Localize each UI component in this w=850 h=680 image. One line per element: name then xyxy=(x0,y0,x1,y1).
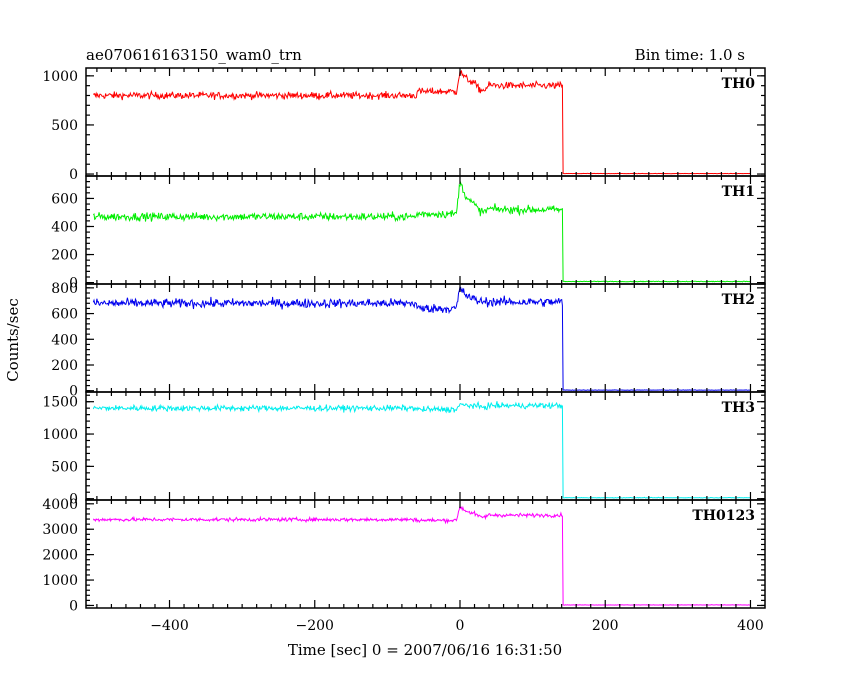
panel-label-th2: TH2 xyxy=(722,292,755,308)
y-tick-label: 500 xyxy=(51,118,78,134)
panel-frame xyxy=(85,499,766,609)
panel-th0123: 0 1000 2000 3000 4000 TH0123 xyxy=(42,497,766,614)
series-line-th0123 xyxy=(92,504,751,606)
panel-frame xyxy=(85,175,766,285)
panel-th1: 0 200 400 600 TH1 xyxy=(51,175,766,292)
y-tick-label: 0 xyxy=(69,492,78,508)
x-tick-label: −400 xyxy=(150,618,188,634)
series-line-th3 xyxy=(92,400,751,499)
y-tick-label: 1000 xyxy=(42,573,78,589)
bin-time-label: Bin time: 1.0 s xyxy=(635,46,745,64)
y-tick-label: 600 xyxy=(51,307,78,323)
y-tick-label: 400 xyxy=(51,332,78,348)
x-tick-label: −200 xyxy=(296,618,334,634)
chart-title: ae070616163150_wam0_trn xyxy=(86,46,302,64)
panel-frame xyxy=(85,283,766,393)
x-axis-label: Time [sec] 0 = 2007/06/16 16:31:50 xyxy=(288,641,562,659)
panel-th0: 0 500 1000 TH0 xyxy=(42,67,766,183)
x-tick-label: 0 xyxy=(456,618,465,634)
y-tick-label: 1500 xyxy=(42,395,78,411)
panels-group: 0 500 1000 TH0 0 200 400 600 TH1 0 200 400 600 800 TH2… xyxy=(42,67,766,634)
y-tick-label: 1000 xyxy=(42,69,78,85)
panel-label-th0123: TH0123 xyxy=(692,508,755,524)
series-line-th0 xyxy=(92,70,751,175)
y-tick-label: 800 xyxy=(51,281,78,297)
y-tick-label: 200 xyxy=(51,358,78,374)
y-axis-label: Counts/sec xyxy=(4,298,22,382)
series-line-th1 xyxy=(92,181,751,283)
y-tick-label: 200 xyxy=(51,248,78,264)
y-tick-label: 500 xyxy=(51,459,78,475)
y-tick-label: 0 xyxy=(69,598,78,614)
y-tick-label: 400 xyxy=(51,219,78,235)
series-line-th2 xyxy=(92,285,751,391)
y-tick-label: 4000 xyxy=(42,497,78,513)
panel-label-th3: TH3 xyxy=(722,400,755,416)
y-tick-label: 0 xyxy=(69,384,78,400)
y-tick-label: 600 xyxy=(51,191,78,207)
x-tick-label: 200 xyxy=(592,618,619,634)
panel-th3: 0 500 1000 1500 TH3 xyxy=(42,391,766,508)
y-tick-label: 2000 xyxy=(42,548,78,564)
y-tick-label: 0 xyxy=(69,276,78,292)
y-tick-label: 0 xyxy=(69,167,78,183)
panel-label-th0: TH0 xyxy=(722,76,756,92)
panel-frame xyxy=(85,391,766,501)
y-tick-label: 1000 xyxy=(42,427,78,443)
panel-frame xyxy=(85,67,766,177)
x-tick-label: 400 xyxy=(737,618,764,634)
y-tick-label: 3000 xyxy=(42,522,78,538)
panel-th2: 0 200 400 600 800 TH2 xyxy=(51,281,766,400)
panel-label-th1: TH1 xyxy=(722,184,755,200)
